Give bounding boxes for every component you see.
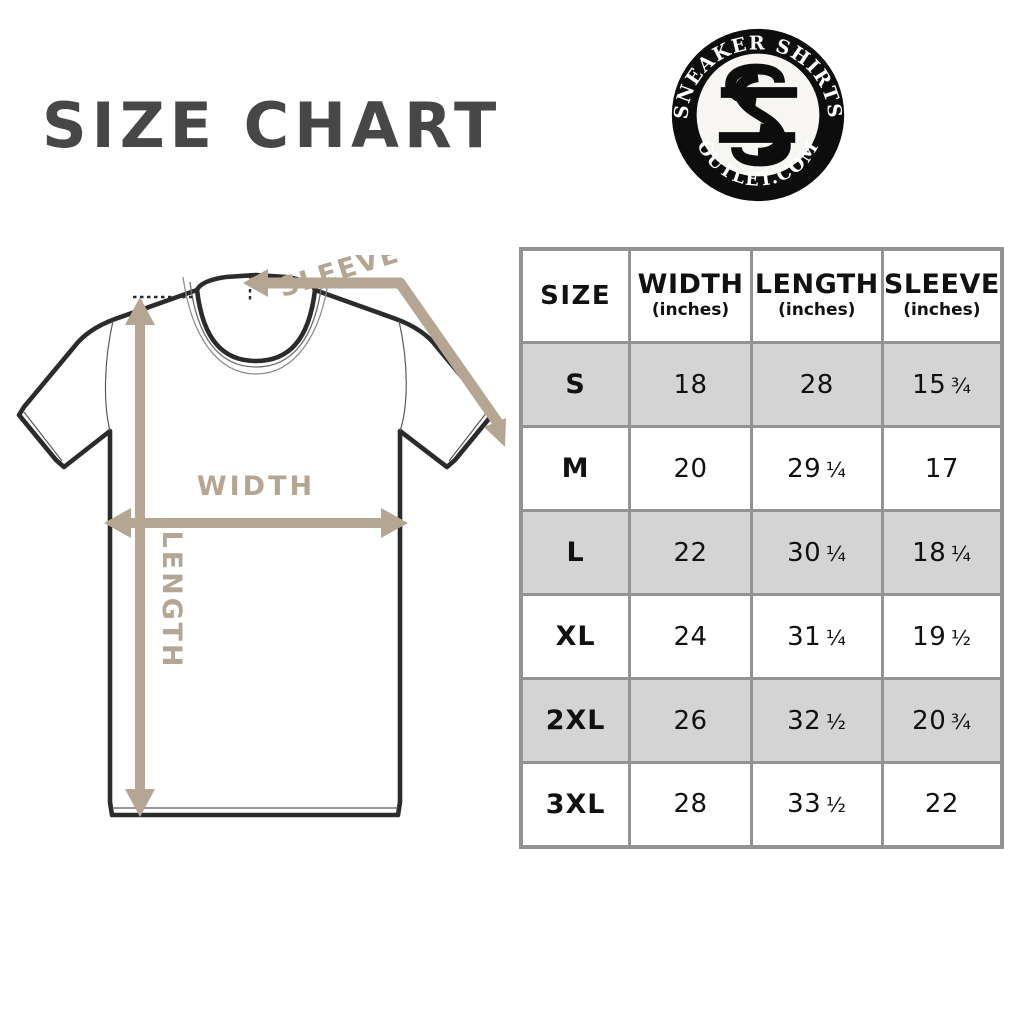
column-header-width: WIDTH (inches) — [628, 247, 753, 344]
tshirt-diagram: SLEEVE WIDTH LENGTH — [0, 255, 512, 840]
tshirt-collar — [182, 276, 330, 375]
logo-monogram-icon — [718, 63, 798, 167]
cell-sleeve: 17 — [880, 425, 1004, 512]
cell-width: 28 — [628, 761, 753, 848]
cell-size: XL — [519, 593, 632, 680]
table-row: 3XL 28 33 ½ 22 — [519, 761, 1004, 848]
logo-inner-stroke — [695, 52, 821, 178]
column-header-sleeve: SLEEVE (inches) — [880, 247, 1004, 344]
table-header-row: SIZE WIDTH (inches) LENGTH (inches) SLEE… — [519, 247, 1004, 344]
column-header-size-label: SIZE — [540, 280, 612, 311]
cell-width: 20 — [628, 425, 753, 512]
table-row: XL 24 31 ¼ 19 ½ — [519, 593, 1004, 680]
column-header-sleeve-label: SLEEVE — [883, 269, 1000, 301]
brand-logo: SNEAKER SHIRTS OUTLET.COM — [660, 22, 856, 208]
cell-length: 31 ¼ — [749, 593, 884, 680]
cell-width: 24 — [628, 593, 753, 680]
cell-size: S — [519, 341, 632, 428]
cell-length: 33 ½ — [749, 761, 884, 848]
cell-size: 3XL — [519, 761, 632, 848]
cell-length: 30 ¼ — [749, 509, 884, 596]
table-row: S 18 28 15 ¾ — [519, 341, 1004, 428]
width-label: WIDTH — [197, 471, 315, 502]
size-table: SIZE WIDTH (inches) LENGTH (inches) SLEE… — [519, 247, 1004, 849]
fraction-part: ¾ — [946, 373, 972, 398]
cell-width: 18 — [628, 341, 753, 428]
fraction-part: ¼ — [821, 625, 847, 650]
column-header-sleeve-unit: (inches) — [903, 299, 981, 320]
column-header-width-unit: (inches) — [651, 299, 730, 320]
fraction-part: ½ — [946, 625, 972, 650]
length-label: LENGTH — [156, 531, 187, 670]
fraction-part: ¼ — [821, 457, 847, 482]
table-row: 2XL 26 32 ½ 20 ¾ — [519, 677, 1004, 764]
table-row: M 20 29 ¼ 17 — [519, 425, 1004, 512]
column-header-length-label: LENGTH — [754, 269, 879, 301]
cell-size: 2XL — [519, 677, 632, 764]
sleeve-measure-arrow — [243, 269, 506, 447]
cell-sleeve: 19 ½ — [880, 593, 1004, 680]
cell-sleeve: 20 ¾ — [880, 677, 1004, 764]
size-table-container: SIZE WIDTH (inches) LENGTH (inches) SLEE… — [519, 247, 1004, 849]
cell-sleeve: 18 ¼ — [880, 509, 1004, 596]
column-header-size: SIZE — [519, 247, 632, 344]
size-table-header: SIZE WIDTH (inches) LENGTH (inches) SLEE… — [519, 247, 1004, 344]
cell-sleeve: 22 — [880, 761, 1004, 848]
cell-width: 26 — [628, 677, 753, 764]
cell-length: 28 — [749, 341, 884, 428]
width-measure-arrow — [104, 508, 408, 538]
cell-length: 29 ¼ — [749, 425, 884, 512]
fraction-part: ½ — [821, 793, 847, 818]
fraction-part: ¾ — [946, 709, 972, 734]
fraction-part: ½ — [821, 709, 847, 734]
cell-size: L — [519, 509, 632, 596]
size-table-body: S 18 28 15 ¾ M 20 29 ¼ 17 L 22 30 ¼ 18 ¼ XL 24 31 ¼ 19 … — [519, 341, 1004, 848]
column-header-length-unit: (inches) — [778, 299, 856, 320]
cell-width: 22 — [628, 509, 753, 596]
cell-sleeve: 15 ¾ — [880, 341, 1004, 428]
tshirt-outline — [16, 272, 495, 818]
length-measure-arrow — [125, 297, 155, 817]
table-row: L 22 30 ¼ 18 ¼ — [519, 509, 1004, 596]
column-header-width-label: WIDTH — [637, 269, 744, 301]
page-title: SIZE CHART — [42, 89, 502, 162]
cell-size: M — [519, 425, 632, 512]
fraction-part: ¼ — [821, 541, 847, 566]
column-header-length: LENGTH (inches) — [749, 247, 884, 344]
cell-length: 32 ½ — [749, 677, 884, 764]
tshirt-seam-lines — [23, 320, 488, 809]
fraction-part: ¼ — [946, 541, 972, 566]
